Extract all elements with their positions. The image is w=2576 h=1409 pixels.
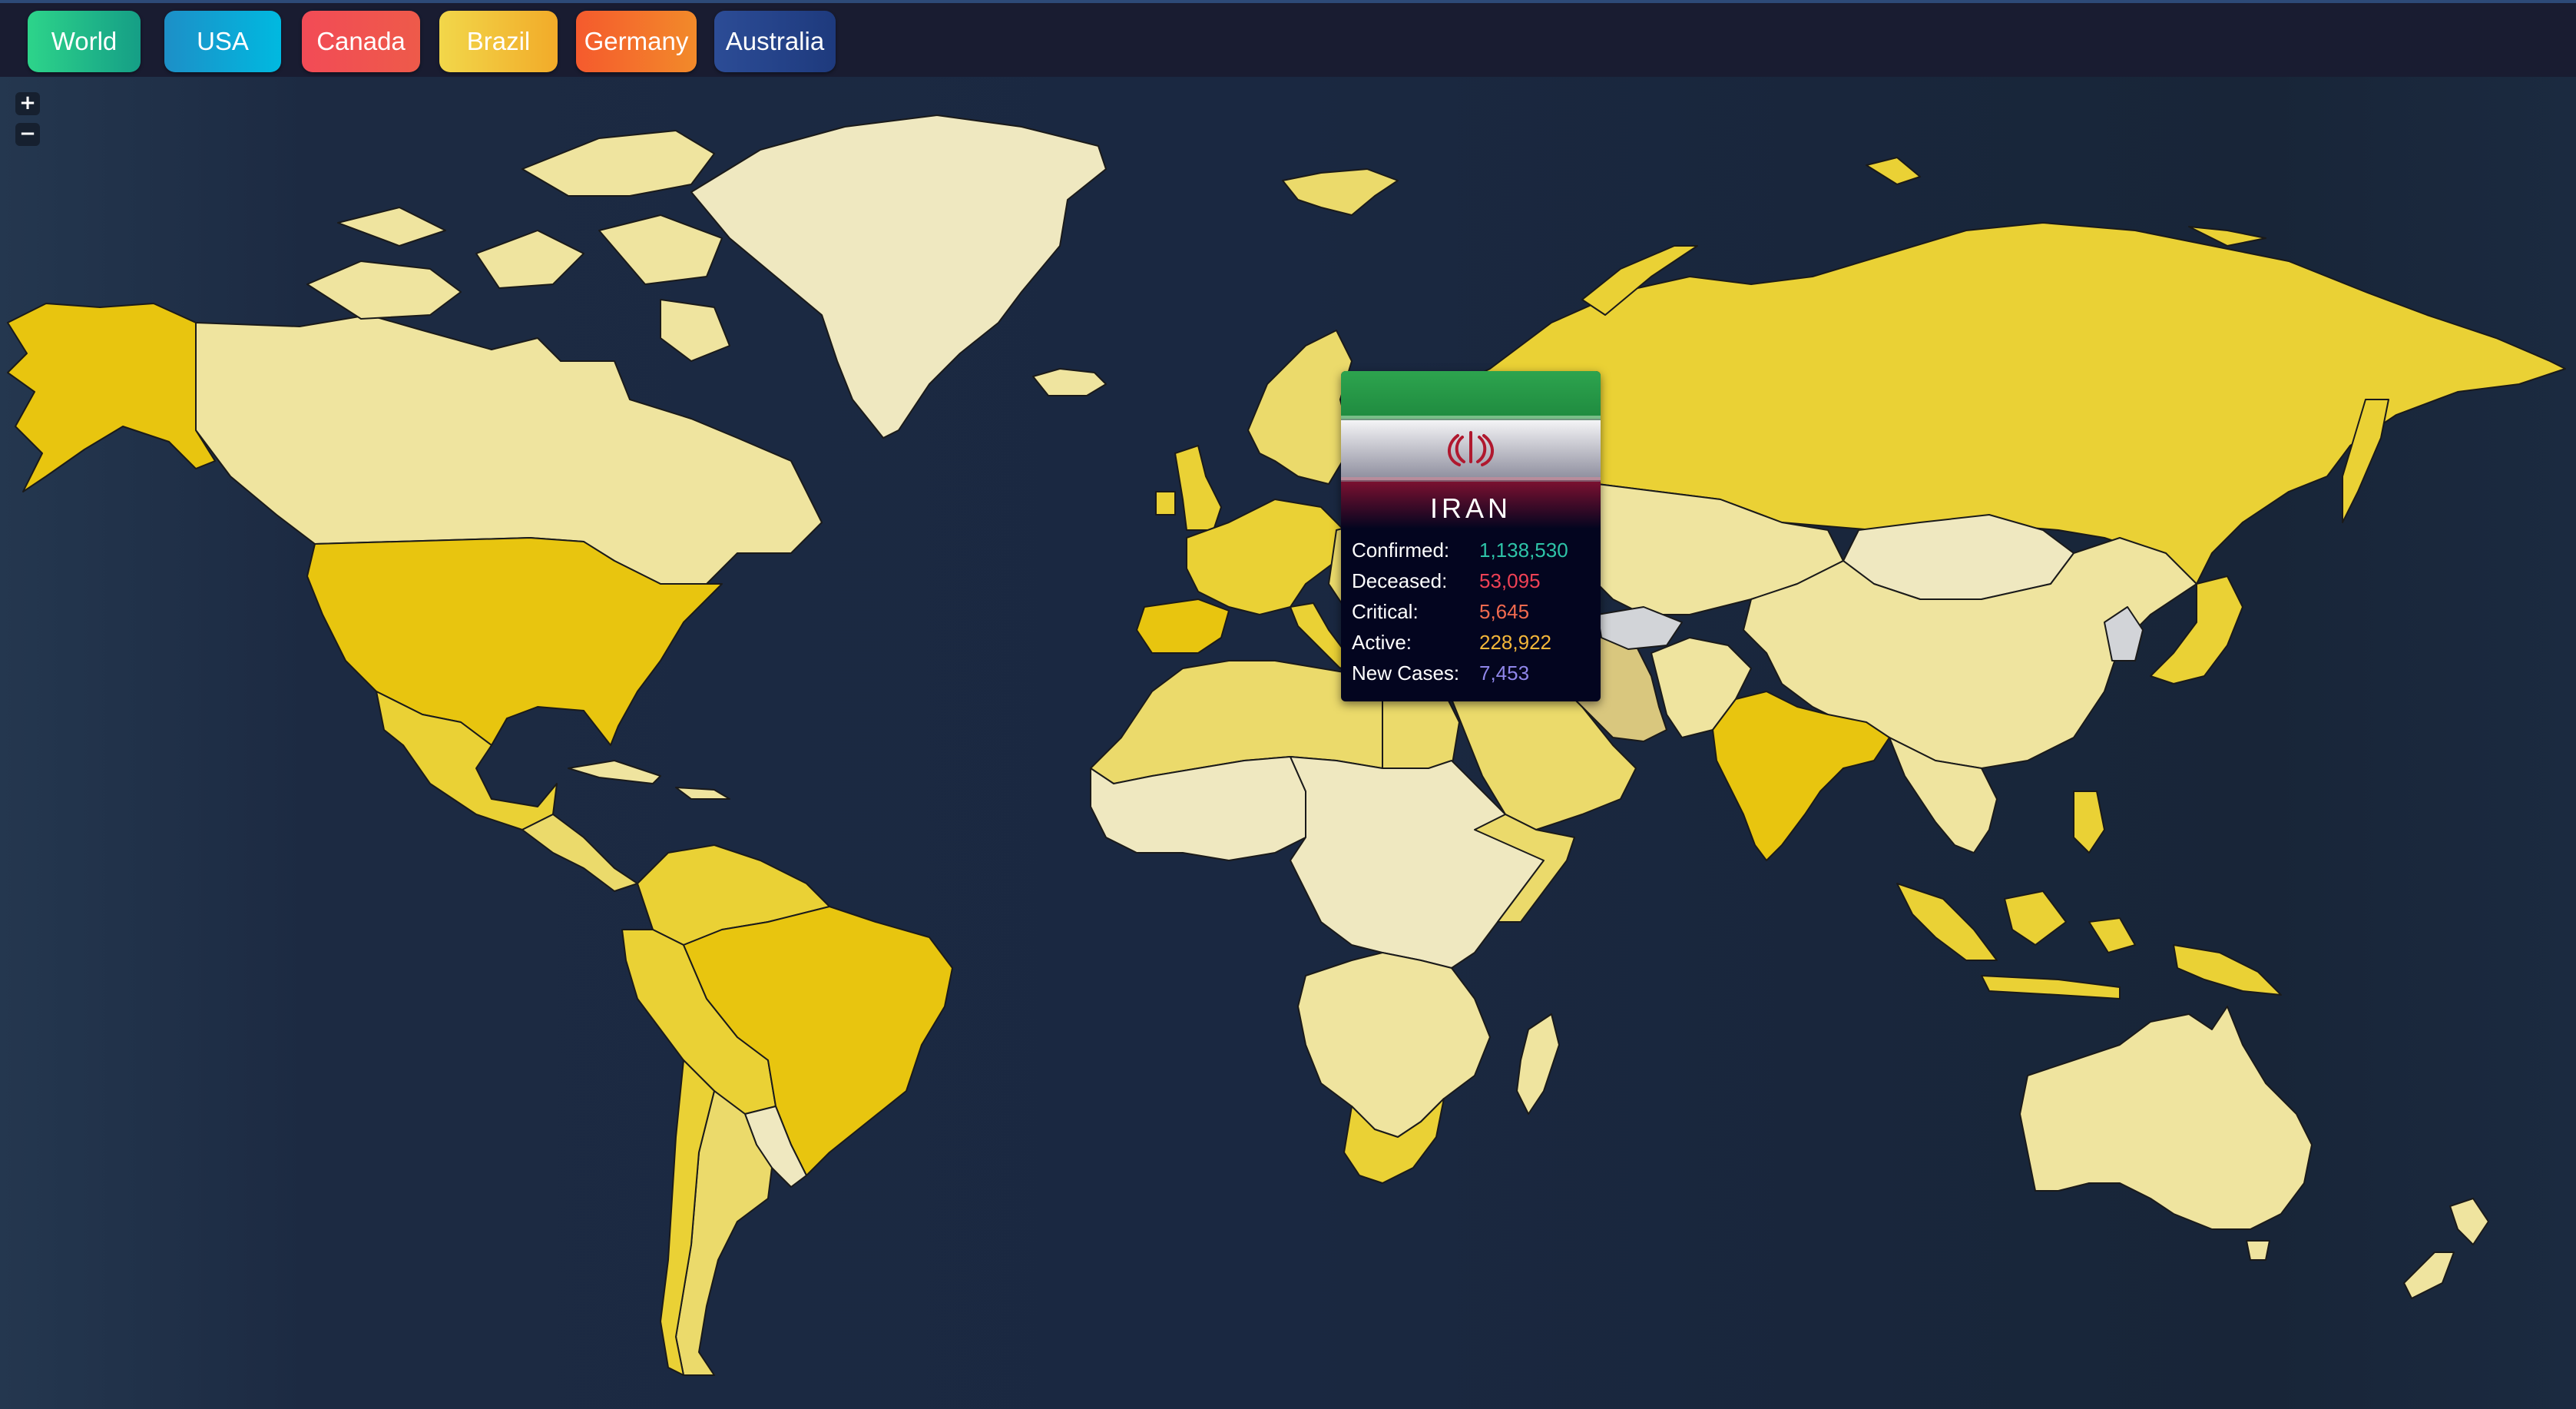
confirmed-label: Confirmed: bbox=[1352, 539, 1450, 562]
active-label: Active: bbox=[1352, 631, 1412, 654]
country-svalbard[interactable] bbox=[1282, 168, 1399, 216]
country-central-africa[interactable] bbox=[1290, 756, 1545, 969]
active-value: 228,922 bbox=[1479, 631, 1551, 654]
country-egypt[interactable] bbox=[1382, 691, 1460, 769]
country-korea[interactable] bbox=[2104, 606, 2144, 661]
top-navigation-bar: World USA Canada Brazil Germany Australi… bbox=[0, 0, 2576, 77]
country-horn-of-africa[interactable] bbox=[1474, 814, 1575, 923]
country-japan[interactable] bbox=[2150, 575, 2243, 685]
country-india[interactable] bbox=[1712, 691, 1890, 861]
country-new-zealand[interactable] bbox=[2403, 1198, 2489, 1299]
country-brazil[interactable] bbox=[683, 906, 953, 1176]
country-australia[interactable] bbox=[2019, 1006, 2313, 1230]
country-greenland[interactable] bbox=[690, 114, 1107, 439]
country-south-africa[interactable] bbox=[1343, 1098, 1445, 1184]
canada-button[interactable]: Canada bbox=[302, 11, 420, 72]
iran-flag-icon bbox=[1341, 371, 1601, 529]
tooltip-country-name: IRAN bbox=[1429, 492, 1511, 524]
new-cases-value: 7,453 bbox=[1479, 661, 1530, 685]
world-map: + − bbox=[0, 77, 2576, 1409]
country-iceland[interactable] bbox=[1032, 368, 1107, 396]
brazil-button[interactable]: Brazil bbox=[439, 11, 558, 72]
country-western-europe[interactable] bbox=[1186, 499, 1345, 615]
critical-label: Critical: bbox=[1352, 600, 1419, 623]
country-uk[interactable] bbox=[1155, 445, 1222, 531]
country-tooltip: IRAN Confirmed: 1,138,530 Deceased: 53,0… bbox=[1341, 371, 1601, 701]
country-spain[interactable] bbox=[1136, 598, 1230, 654]
country-scandinavia[interactable] bbox=[1247, 330, 1353, 485]
country-indonesia[interactable] bbox=[1896, 883, 2136, 1000]
country-russia-kamchatka[interactable] bbox=[2342, 399, 2389, 523]
australia-button[interactable]: Australia bbox=[714, 11, 836, 72]
country-cuba[interactable] bbox=[568, 760, 730, 800]
country-chile[interactable] bbox=[660, 1059, 715, 1376]
country-mexico[interactable] bbox=[376, 691, 558, 830]
zoom-out-button[interactable]: − bbox=[15, 123, 40, 146]
country-tasmania[interactable] bbox=[2246, 1240, 2270, 1261]
critical-value: 5,645 bbox=[1479, 600, 1530, 623]
deceased-value: 53,095 bbox=[1479, 569, 1541, 592]
zoom-in-button[interactable]: + bbox=[15, 92, 40, 115]
deceased-label: Deceased: bbox=[1352, 569, 1448, 592]
country-philippines[interactable] bbox=[2073, 791, 2105, 854]
country-southern-africa[interactable] bbox=[1297, 952, 1491, 1138]
country-central-america[interactable] bbox=[521, 814, 638, 892]
country-madagascar[interactable] bbox=[1516, 1013, 1560, 1115]
country-usa[interactable] bbox=[306, 537, 723, 746]
country-novaya-zemlya[interactable] bbox=[1581, 245, 1698, 316]
country-siberian-islands[interactable] bbox=[1866, 157, 2266, 247]
country-turkmenistan[interactable] bbox=[1597, 606, 1683, 650]
country-papua[interactable] bbox=[2173, 944, 2282, 996]
country-southeast-asia[interactable] bbox=[1889, 737, 1998, 854]
world-map-svg bbox=[7, 114, 2566, 1376]
country-alaska[interactable] bbox=[7, 303, 216, 492]
country-canada-islands[interactable] bbox=[306, 130, 730, 362]
germany-button[interactable]: Germany bbox=[576, 11, 697, 72]
usa-button[interactable]: USA bbox=[164, 11, 281, 72]
new-cases-label: New Cases: bbox=[1352, 661, 1460, 685]
confirmed-value: 1,138,530 bbox=[1479, 539, 1568, 562]
world-button[interactable]: World bbox=[28, 11, 141, 72]
